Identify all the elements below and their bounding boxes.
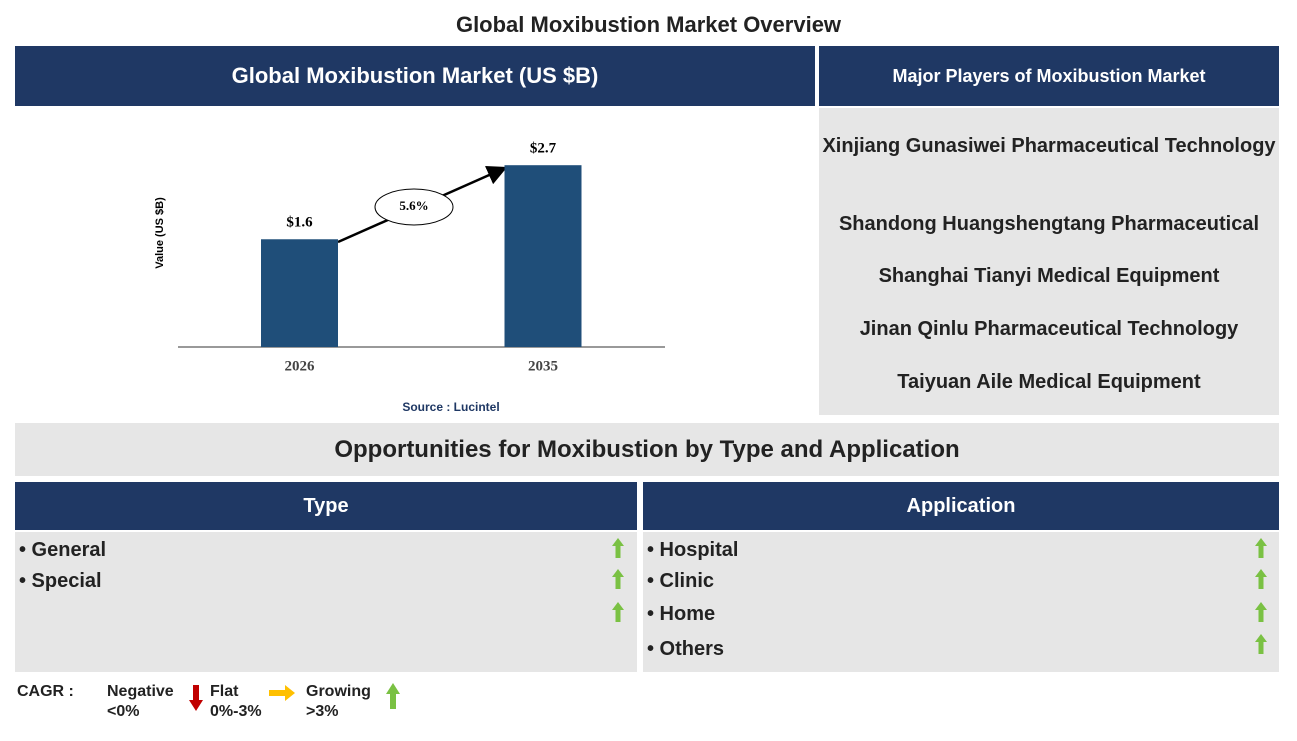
growth-icons — [612, 538, 624, 622]
legend-title: CAGR : — [17, 683, 74, 700]
type-item: • Special — [19, 570, 102, 592]
application-item: • Hospital — [647, 539, 739, 561]
player: Taiyuan Aile Medical Equipment — [897, 371, 1201, 393]
player: Jinan Qinlu Pharmaceutical Technology — [859, 318, 1239, 340]
up-arrow-icon — [386, 683, 400, 709]
legend-growing-range: >3% — [306, 703, 339, 720]
value-label: $1.6 — [286, 215, 313, 231]
legend-growing: Growing — [306, 683, 371, 700]
player: Xinjiang Gunasiwei Pharmaceutical Techno… — [822, 135, 1276, 157]
type-panel: • General • Special — [15, 532, 637, 672]
cagr-label: 5.6% — [399, 198, 428, 213]
flat-arrow-icon — [269, 685, 295, 701]
players-header: Major Players of Moxibustion Market — [819, 46, 1279, 106]
growth-icons — [1255, 538, 1267, 654]
x-tick-label: 2035 — [528, 358, 558, 374]
source: Source : Lucintel — [402, 400, 499, 414]
opportunities-header: Opportunities for Moxibustion by Type an… — [15, 423, 1279, 476]
type-header: Type — [15, 482, 637, 530]
page-title: Global Moxibustion Market Overview — [455, 12, 842, 37]
y-axis-label: Value (US $B) — [154, 197, 166, 269]
application-item: • Home — [647, 603, 716, 625]
type-item: • General — [19, 539, 107, 561]
bar — [261, 239, 338, 347]
player: Shanghai Tianyi Medical Equipment — [878, 265, 1220, 287]
down-arrow-icon — [189, 685, 203, 711]
application-header: Application — [643, 482, 1279, 530]
legend-negative: Negative — [107, 683, 174, 700]
application-item: • Others — [647, 638, 725, 660]
chart: Value (US $B) 5.6% Source : Lucintel $1.… — [154, 141, 665, 414]
legend-negative-range: <0% — [107, 703, 140, 720]
value-label: $2.7 — [530, 141, 557, 157]
cagr-bubble — [374, 188, 454, 226]
legend-flat-range: 0%-3% — [210, 703, 262, 720]
application-item: • Clinic — [647, 570, 715, 592]
legend-flat: Flat — [210, 683, 239, 700]
players-panel: Xinjiang Gunasiwei Pharmaceutical Techno… — [819, 108, 1279, 415]
chart-header: Global Moxibustion Market (US $B) — [15, 46, 815, 106]
bar — [504, 165, 582, 347]
application-panel: • Hospital • Clinic • Home • Others — [643, 532, 1279, 672]
x-tick-label: 2026 — [285, 358, 316, 374]
player: Shandong Huangshengtang Pharmaceutical — [838, 213, 1260, 235]
